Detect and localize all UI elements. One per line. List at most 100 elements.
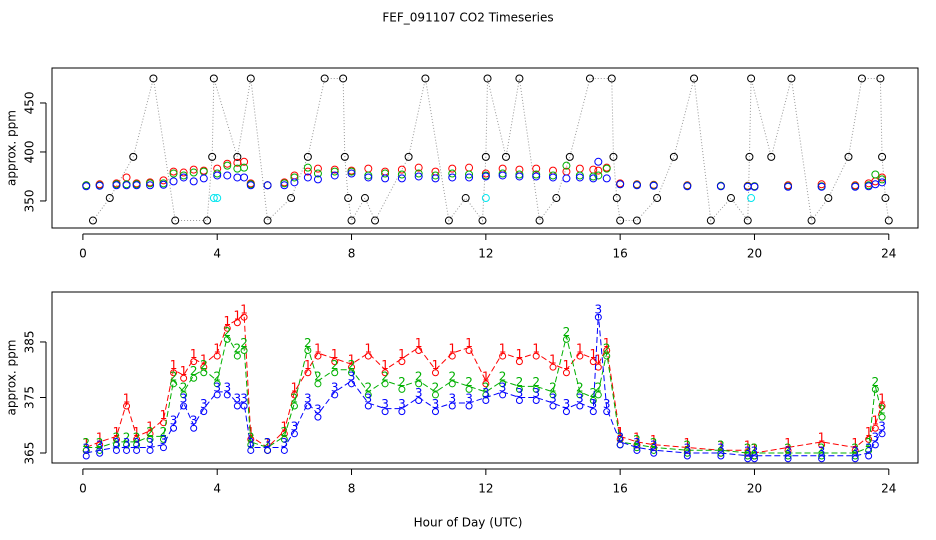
point-marker: 2 xyxy=(364,380,372,394)
data-point xyxy=(878,175,887,184)
point-circle xyxy=(415,347,423,355)
point-marker: 2 xyxy=(818,442,826,456)
data-point xyxy=(817,182,826,191)
data-point xyxy=(240,173,249,182)
point-marker: 2 xyxy=(563,325,571,339)
point-circle xyxy=(851,455,859,463)
data-point xyxy=(448,164,457,173)
point-circle xyxy=(744,455,752,463)
point-marker: 1 xyxy=(170,358,178,372)
point-marker: 3 xyxy=(314,403,322,417)
y-axis-label: approx. ppm xyxy=(5,340,19,416)
point-marker: 3 xyxy=(784,444,792,458)
point-circle xyxy=(499,352,507,360)
point-circle xyxy=(280,446,288,454)
point-marker: 2 xyxy=(200,358,208,372)
point-circle xyxy=(616,441,624,449)
point-marker: 3 xyxy=(603,397,611,411)
point-marker: 2 xyxy=(133,430,141,444)
point-marker: 3 xyxy=(865,442,873,456)
data-point xyxy=(750,182,759,191)
data-point xyxy=(208,152,217,161)
data-point xyxy=(122,173,131,182)
point-marker: 3 xyxy=(744,444,752,458)
data-point xyxy=(189,168,198,177)
data-point xyxy=(371,216,380,225)
point-marker: 1 xyxy=(589,347,597,361)
point-marker: 1 xyxy=(247,425,255,439)
data-point xyxy=(683,182,692,191)
data-point xyxy=(589,165,598,174)
point-marker: 1 xyxy=(872,414,880,428)
point-marker: 2 xyxy=(304,336,312,350)
data-point xyxy=(649,181,658,190)
point-circle xyxy=(603,352,611,360)
point-marker: 2 xyxy=(616,430,624,444)
data-point xyxy=(589,172,598,181)
point-marker: 1 xyxy=(482,369,490,383)
point-marker: 1 xyxy=(878,392,886,406)
point-marker: 2 xyxy=(415,369,423,383)
point-circle xyxy=(594,313,602,321)
point-circle xyxy=(348,380,356,388)
data-point xyxy=(743,216,752,225)
point-marker: 2 xyxy=(160,425,168,439)
x-tick-label: 16 xyxy=(613,247,628,261)
point-circle xyxy=(878,402,886,410)
point-circle xyxy=(562,369,570,377)
point-marker: 1 xyxy=(146,419,154,433)
data-point xyxy=(364,164,373,173)
point-circle xyxy=(532,352,540,360)
point-marker: 1 xyxy=(133,425,141,439)
data-point xyxy=(381,169,390,178)
point-circle xyxy=(381,408,389,416)
point-circle xyxy=(280,435,288,443)
data-point xyxy=(347,167,356,176)
data-point xyxy=(767,152,776,161)
data-point xyxy=(404,152,413,161)
data-point xyxy=(263,216,272,225)
data-point xyxy=(532,164,541,173)
point-circle xyxy=(499,380,507,388)
data-point xyxy=(501,152,510,161)
point-marker: 1 xyxy=(683,436,691,450)
data-point xyxy=(169,167,178,176)
data-point xyxy=(146,179,155,188)
point-marker: 3 xyxy=(96,439,104,453)
point-marker: 2 xyxy=(213,369,221,383)
point-marker: 1 xyxy=(633,430,641,444)
point-circle xyxy=(415,380,423,388)
point-circle xyxy=(589,408,597,416)
point-marker: 3 xyxy=(190,414,198,428)
point-circle xyxy=(549,391,557,399)
point-marker: 3 xyxy=(348,369,356,383)
data-point xyxy=(461,194,470,203)
x-tick-label: 4 xyxy=(213,247,221,261)
point-circle xyxy=(398,385,406,393)
point-circle xyxy=(213,352,221,360)
point-circle xyxy=(190,424,198,432)
data-point xyxy=(159,176,168,185)
point-marker: 2 xyxy=(381,369,389,383)
point-circle xyxy=(865,435,873,443)
data-point xyxy=(223,171,232,180)
point-circle xyxy=(159,444,167,452)
data-point xyxy=(146,181,155,190)
point-marker: 3 xyxy=(532,386,540,400)
point-marker: 3 xyxy=(432,397,440,411)
point-marker: 3 xyxy=(223,380,231,394)
point-circle xyxy=(562,408,570,416)
data-point xyxy=(602,174,611,183)
point-marker: 1 xyxy=(432,358,440,372)
point-marker: 1 xyxy=(744,439,752,453)
point-marker: 2 xyxy=(589,386,597,400)
series-line xyxy=(86,313,883,454)
x-axis-label: Hour of Day (UTC) xyxy=(414,516,523,530)
point-marker: 3 xyxy=(851,444,859,458)
point-circle xyxy=(576,352,584,360)
point-marker: 1 xyxy=(616,425,624,439)
data-point xyxy=(246,74,255,83)
data-point xyxy=(824,194,833,203)
point-marker: 1 xyxy=(264,436,272,450)
point-marker: 3 xyxy=(482,386,490,400)
